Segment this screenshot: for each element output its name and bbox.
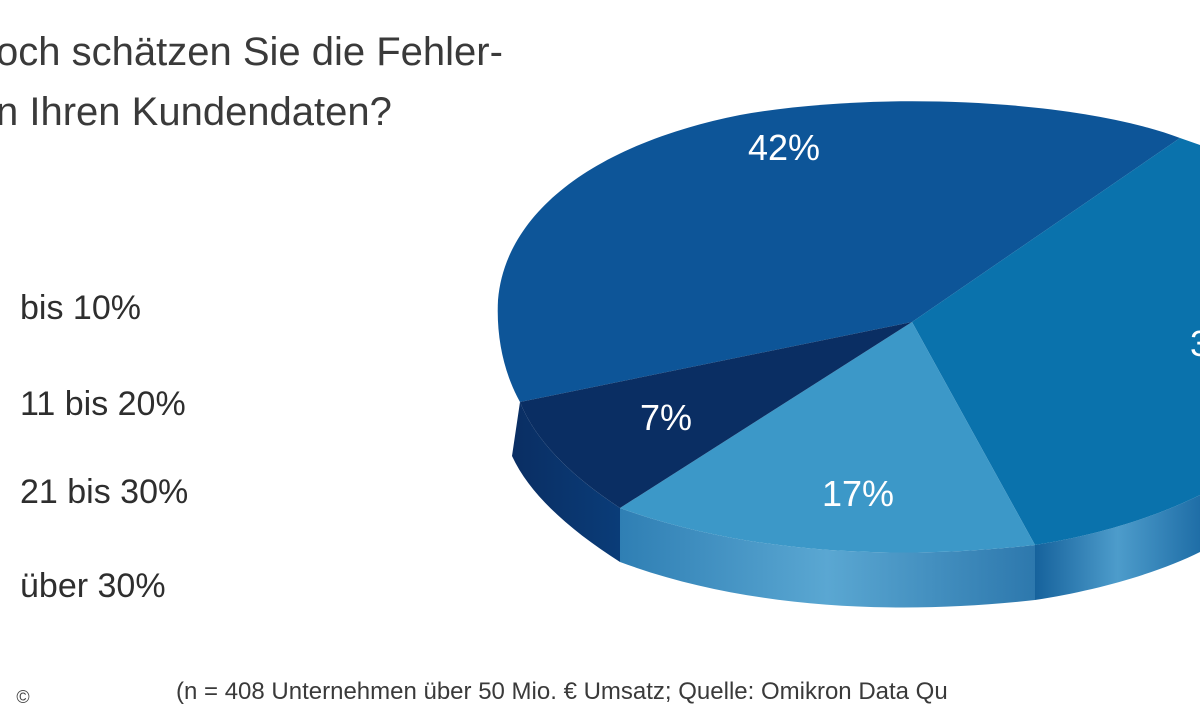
legend-entry-bis-10: bis 10% bbox=[20, 289, 141, 327]
pie-slice-17pct bbox=[620, 322, 1035, 553]
slice-label-34pct: 3 bbox=[1190, 323, 1200, 364]
pie-slice-42pct bbox=[497, 101, 1180, 403]
pie-slice-34pct bbox=[912, 138, 1200, 545]
legend-entry-21-bis-30: 21 bis 30% bbox=[20, 473, 189, 511]
pie-side-17pct bbox=[620, 508, 1035, 608]
slice-label-17pct: 17% bbox=[822, 473, 894, 514]
slice-label-7pct: 7% bbox=[640, 397, 692, 438]
legend-entry-ueber-30: über 30% bbox=[20, 567, 166, 605]
pie-side-7pct bbox=[512, 402, 620, 562]
copyright-icon: © bbox=[16, 687, 30, 707]
chart-title-line-2: n Ihren Kundendaten? bbox=[0, 90, 392, 134]
chart-title-line-1: och schätzen Sie die Fehler- bbox=[0, 30, 503, 74]
chart-footnote: (n = 408 Unternehmen über 50 Mio. € Umsa… bbox=[176, 678, 948, 705]
pie-slice-7pct bbox=[520, 322, 912, 508]
slice-label-42pct: 42% bbox=[748, 127, 820, 168]
legend-entry-11-bis-20: 11 bis 20% bbox=[20, 385, 186, 423]
pie-side-34pct bbox=[1035, 495, 1200, 600]
